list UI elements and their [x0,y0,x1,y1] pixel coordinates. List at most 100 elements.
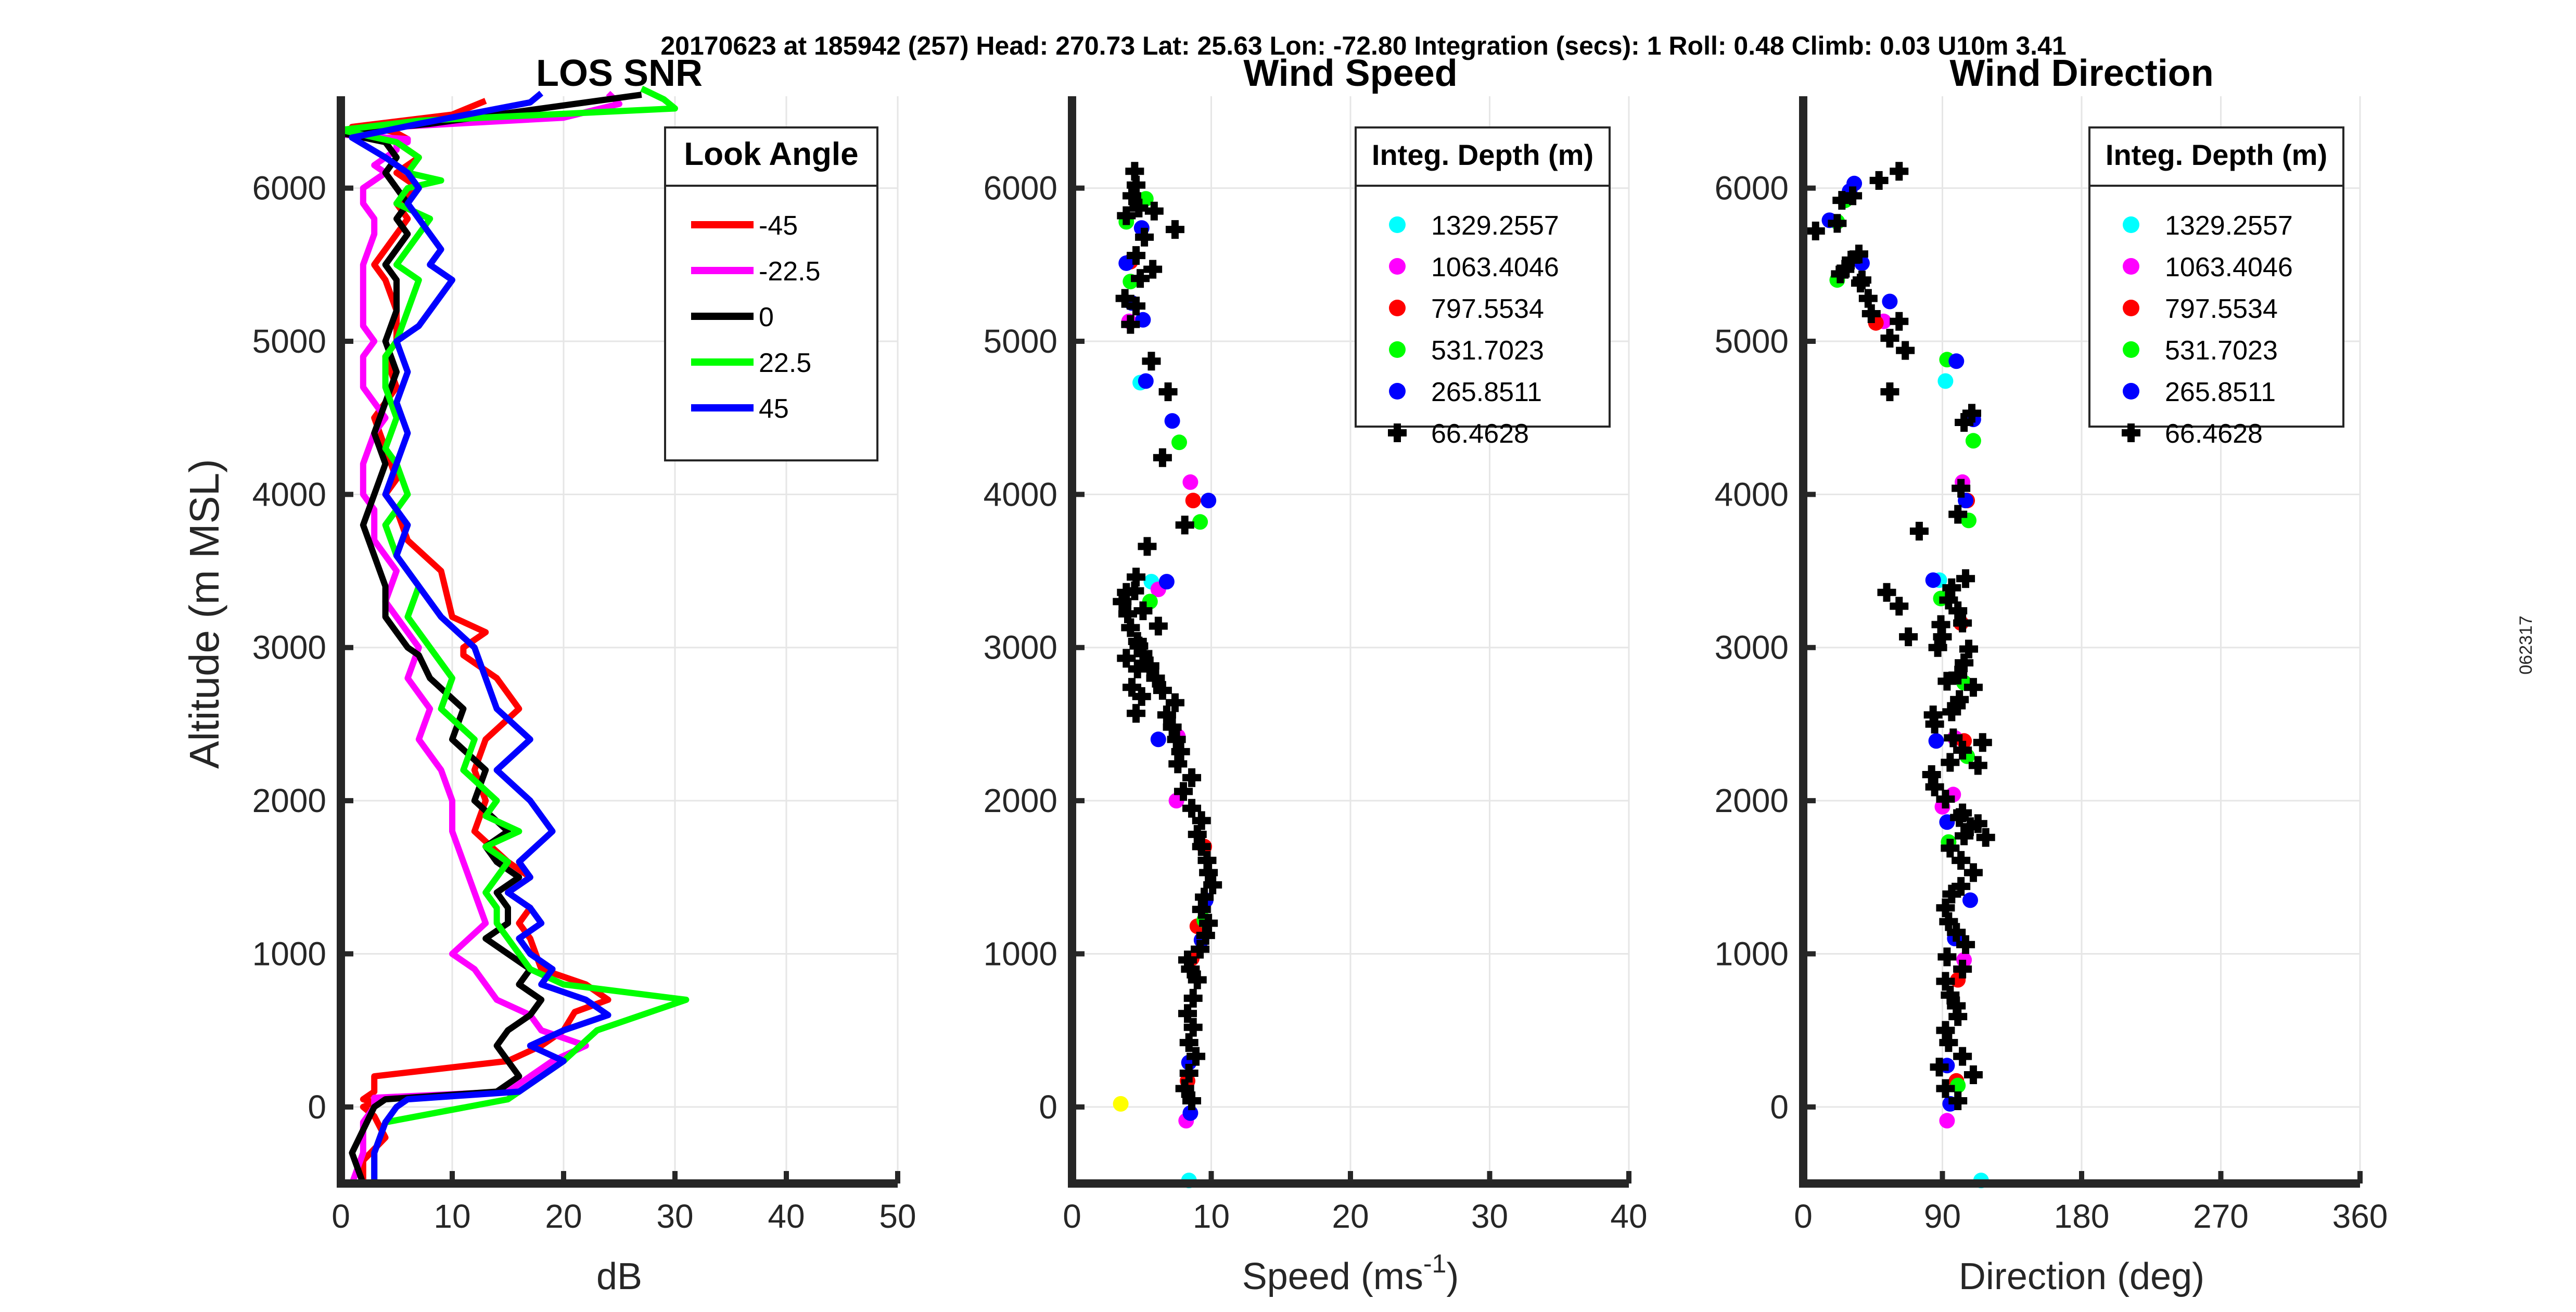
data-point [1880,329,1899,348]
legend: Integ. Depth (m) 1329.2557 1063.4046 797.55… [2088,126,2344,449]
y-tick-label: 4000 [252,475,326,513]
data-point [1942,702,1961,722]
data-point [1125,162,1144,181]
data-point [1944,728,1963,748]
legend-item: -22.5 [691,256,821,287]
data-point [1178,950,1197,970]
side-code: 062317 [2516,615,2536,674]
data-point [1939,1033,1958,1052]
data-point [1153,448,1172,467]
data-point [1962,404,1981,423]
legend-label: -22.5 [759,256,821,287]
series-5 [349,91,611,1184]
data-point [1192,811,1211,830]
data-point [1955,826,1974,845]
x-tick-label: 0 [1063,1198,1081,1235]
data-point [1961,817,1980,837]
x-tick-label: 40 [1610,1198,1647,1235]
data-point [1806,222,1825,241]
data-point [1123,678,1142,697]
series-6 [1806,162,1995,1111]
y-tick-label: 5000 [984,323,1057,360]
legend-swatch [2123,341,2139,358]
panel-title: Wind Speed [1243,53,1457,94]
y-tick-label: 4000 [984,475,1057,513]
data-point [1195,887,1214,907]
data-point [1936,1021,1955,1040]
legend-item: 265.8511 [1389,377,1542,407]
data-point [1936,898,1955,918]
data-point [1925,572,1941,588]
legend-label: 66.4628 [2165,419,2263,449]
data-point [1182,799,1202,818]
legend-label: 22.5 [759,348,811,378]
data-point [1877,583,1896,602]
data-point [1930,1058,1949,1077]
data-point [1931,615,1950,634]
data-point [1835,260,1855,279]
data-point [1153,681,1172,700]
data-point [1149,616,1168,636]
y-tick-label: 3000 [1715,629,1789,666]
data-point [1132,687,1151,706]
data-point [1182,1091,1202,1111]
data-point [1138,373,1154,389]
data-point [1182,474,1198,490]
data-point [1922,765,1941,784]
data-point [1118,604,1137,623]
legend-item: 531.7023 [1389,336,1544,366]
series-line [349,91,611,1184]
x-tick-label: 20 [545,1198,582,1235]
data-point [1144,201,1164,221]
legend-item: 1063.4046 [2123,252,2293,282]
data-point [1188,970,1207,989]
data-point [1939,1113,1955,1129]
data-point [1165,220,1184,239]
data-point [1117,583,1136,602]
data-point [1196,926,1215,945]
data-point [1183,1018,1203,1037]
legend-label: 531.7023 [2165,336,2278,366]
panel-title: Wind Direction [1949,53,2213,94]
legend-label: 265.8511 [1431,377,1542,407]
y-tick-label: 2000 [1715,782,1789,819]
data-point [1925,777,1944,796]
x-tick-label: 0 [1794,1198,1813,1235]
y-tick-label: 0 [1770,1088,1789,1126]
x-tick-label: 10 [1193,1198,1230,1235]
y-tick-label: 1000 [984,935,1057,972]
y-tick-label: 5000 [252,323,326,360]
legend-item: 66.4628 [1388,419,1529,449]
data-point [1175,1079,1194,1098]
data-point [1121,315,1140,334]
data-point [1869,171,1889,190]
series-6 [1113,162,1222,1111]
data-point [1118,255,1134,271]
data-point [1188,825,1207,844]
data-point [1963,1065,1983,1084]
panel-2: 0 10 20 30 40 0 1000 2000 3000 4000 5000 6000 Wind S… [984,53,1648,1297]
data-point [1138,537,1157,556]
series-3 [338,92,642,1185]
legend-item: 66.4628 [2122,419,2263,449]
legend-label: 265.8511 [2165,377,2276,407]
data-point [1909,522,1929,541]
data-point [1192,514,1208,530]
data-point [1941,985,1960,1005]
data-point [1942,884,1961,904]
data-point [1937,947,1957,967]
legend-label: 1063.4046 [2165,252,2293,282]
panel-1: 0 10 20 30 40 50 0 1000 2000 3000 4000 5000 6000 LOS … [252,53,916,1297]
data-point [1890,162,1909,181]
legend-swatch [1389,383,1406,400]
data-point [1843,186,1863,205]
data-point [1861,304,1881,323]
data-point [1158,574,1175,590]
data-point [1941,839,1960,858]
legend-swatch [2123,216,2139,233]
data-point [1158,382,1178,402]
legend-label: 1329.2557 [2165,211,2293,241]
data-point [1858,289,1878,308]
data-point [1928,733,1944,749]
legend-item: 45 [691,394,789,424]
